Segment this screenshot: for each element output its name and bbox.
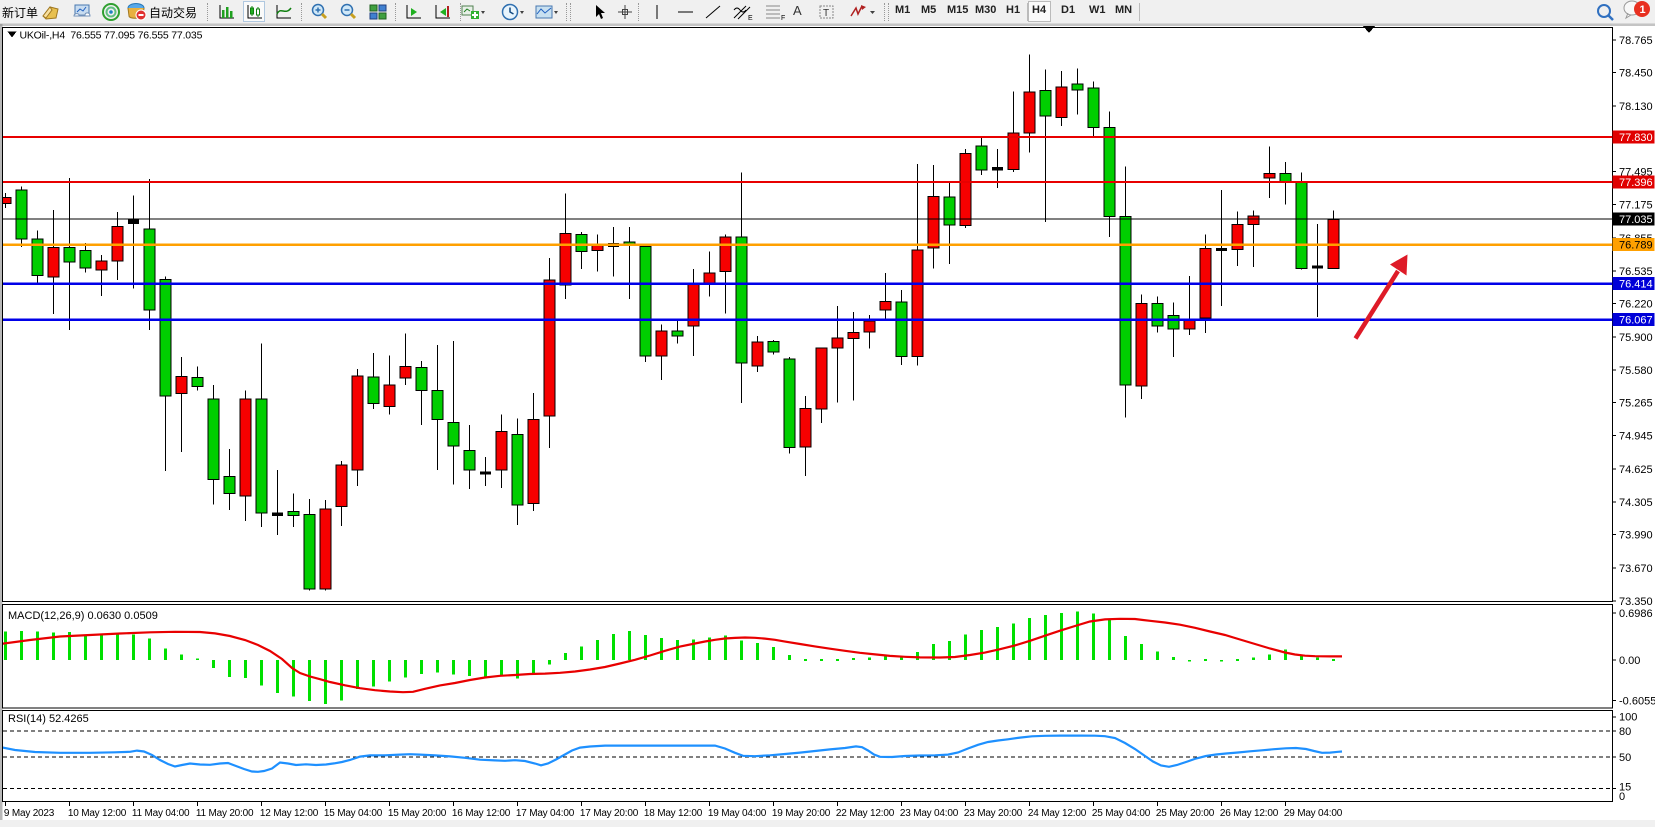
svg-text:23 May 04:00: 23 May 04:00: [900, 808, 959, 819]
svg-text:74.625: 74.625: [1619, 464, 1653, 476]
svg-text:19 May 20:00: 19 May 20:00: [772, 808, 831, 819]
svg-text:11 May 20:00: 11 May 20:00: [196, 808, 254, 819]
svg-text:76.535: 76.535: [1619, 266, 1653, 278]
svg-text:26 May 12:00: 26 May 12:00: [1220, 808, 1279, 819]
svg-text:76.220: 76.220: [1619, 299, 1653, 311]
svg-text:11 May 04:00: 11 May 04:00: [132, 808, 190, 819]
svg-text:24 May 12:00: 24 May 12:00: [1028, 808, 1087, 819]
svg-text:50: 50: [1619, 752, 1631, 764]
svg-text:12 May 12:00: 12 May 12:00: [260, 808, 319, 819]
svg-text:19 May 04:00: 19 May 04:00: [708, 808, 767, 819]
svg-text:76.789: 76.789: [1619, 240, 1653, 252]
svg-text:80: 80: [1619, 726, 1631, 738]
svg-text:75.265: 75.265: [1619, 398, 1653, 410]
svg-text:78.765: 78.765: [1619, 35, 1653, 47]
svg-text:16 May 12:00: 16 May 12:00: [452, 808, 511, 819]
svg-text:25 May 20:00: 25 May 20:00: [1156, 808, 1215, 819]
svg-text:17 May 04:00: 17 May 04:00: [516, 808, 575, 819]
svg-text:73.350: 73.350: [1619, 596, 1653, 608]
svg-text:1: 1: [1640, 4, 1646, 16]
svg-text:22 May 12:00: 22 May 12:00: [836, 808, 895, 819]
svg-text:29 May 04:00: 29 May 04:00: [1284, 808, 1343, 819]
svg-text:9 May 2023: 9 May 2023: [4, 808, 55, 819]
svg-text:0.6986: 0.6986: [1619, 608, 1653, 620]
svg-text:77.830: 77.830: [1619, 132, 1653, 144]
svg-text:0.00: 0.00: [1619, 655, 1640, 667]
svg-text:T: T: [823, 8, 829, 19]
svg-text:74.305: 74.305: [1619, 497, 1653, 509]
svg-text:73.990: 73.990: [1619, 530, 1653, 542]
svg-text:15 May 04:00: 15 May 04:00: [324, 808, 383, 819]
svg-text:78.450: 78.450: [1619, 68, 1653, 80]
svg-text:0: 0: [1619, 791, 1625, 803]
svg-text:77.175: 77.175: [1619, 200, 1653, 212]
svg-text:75.580: 75.580: [1619, 365, 1653, 377]
svg-text:MACD(12,26,9) 0.0630 0.0509: MACD(12,26,9) 0.0630 0.0509: [8, 610, 158, 622]
svg-text:RSI(14) 52.4265: RSI(14) 52.4265: [8, 713, 89, 725]
svg-text:74.945: 74.945: [1619, 431, 1653, 443]
svg-text:73.670: 73.670: [1619, 563, 1653, 575]
svg-text:UKOil-,H4 76.555 77.095 76.55: UKOil-,H4 76.555 77.095 76.555 77.035: [20, 30, 203, 42]
svg-text:-0.6055: -0.6055: [1619, 696, 1655, 708]
svg-text:E: E: [748, 15, 753, 22]
svg-text:15: 15: [1619, 782, 1631, 794]
svg-text:75.900: 75.900: [1619, 332, 1653, 344]
svg-text:15 May 20:00: 15 May 20:00: [388, 808, 447, 819]
svg-text:76.414: 76.414: [1619, 279, 1653, 291]
svg-text:100: 100: [1619, 712, 1637, 724]
svg-text:23 May 20:00: 23 May 20:00: [964, 808, 1023, 819]
svg-text:18 May 12:00: 18 May 12:00: [644, 808, 703, 819]
svg-text:76.067: 76.067: [1619, 315, 1653, 327]
svg-text:25 May 04:00: 25 May 04:00: [1092, 808, 1151, 819]
svg-text:77.396: 77.396: [1619, 177, 1653, 189]
svg-text:17 May 20:00: 17 May 20:00: [580, 808, 639, 819]
svg-text:10 May 12:00: 10 May 12:00: [68, 808, 127, 819]
svg-text:78.130: 78.130: [1619, 101, 1653, 113]
svg-text:77.035: 77.035: [1619, 214, 1653, 226]
svg-text:F: F: [781, 15, 785, 22]
